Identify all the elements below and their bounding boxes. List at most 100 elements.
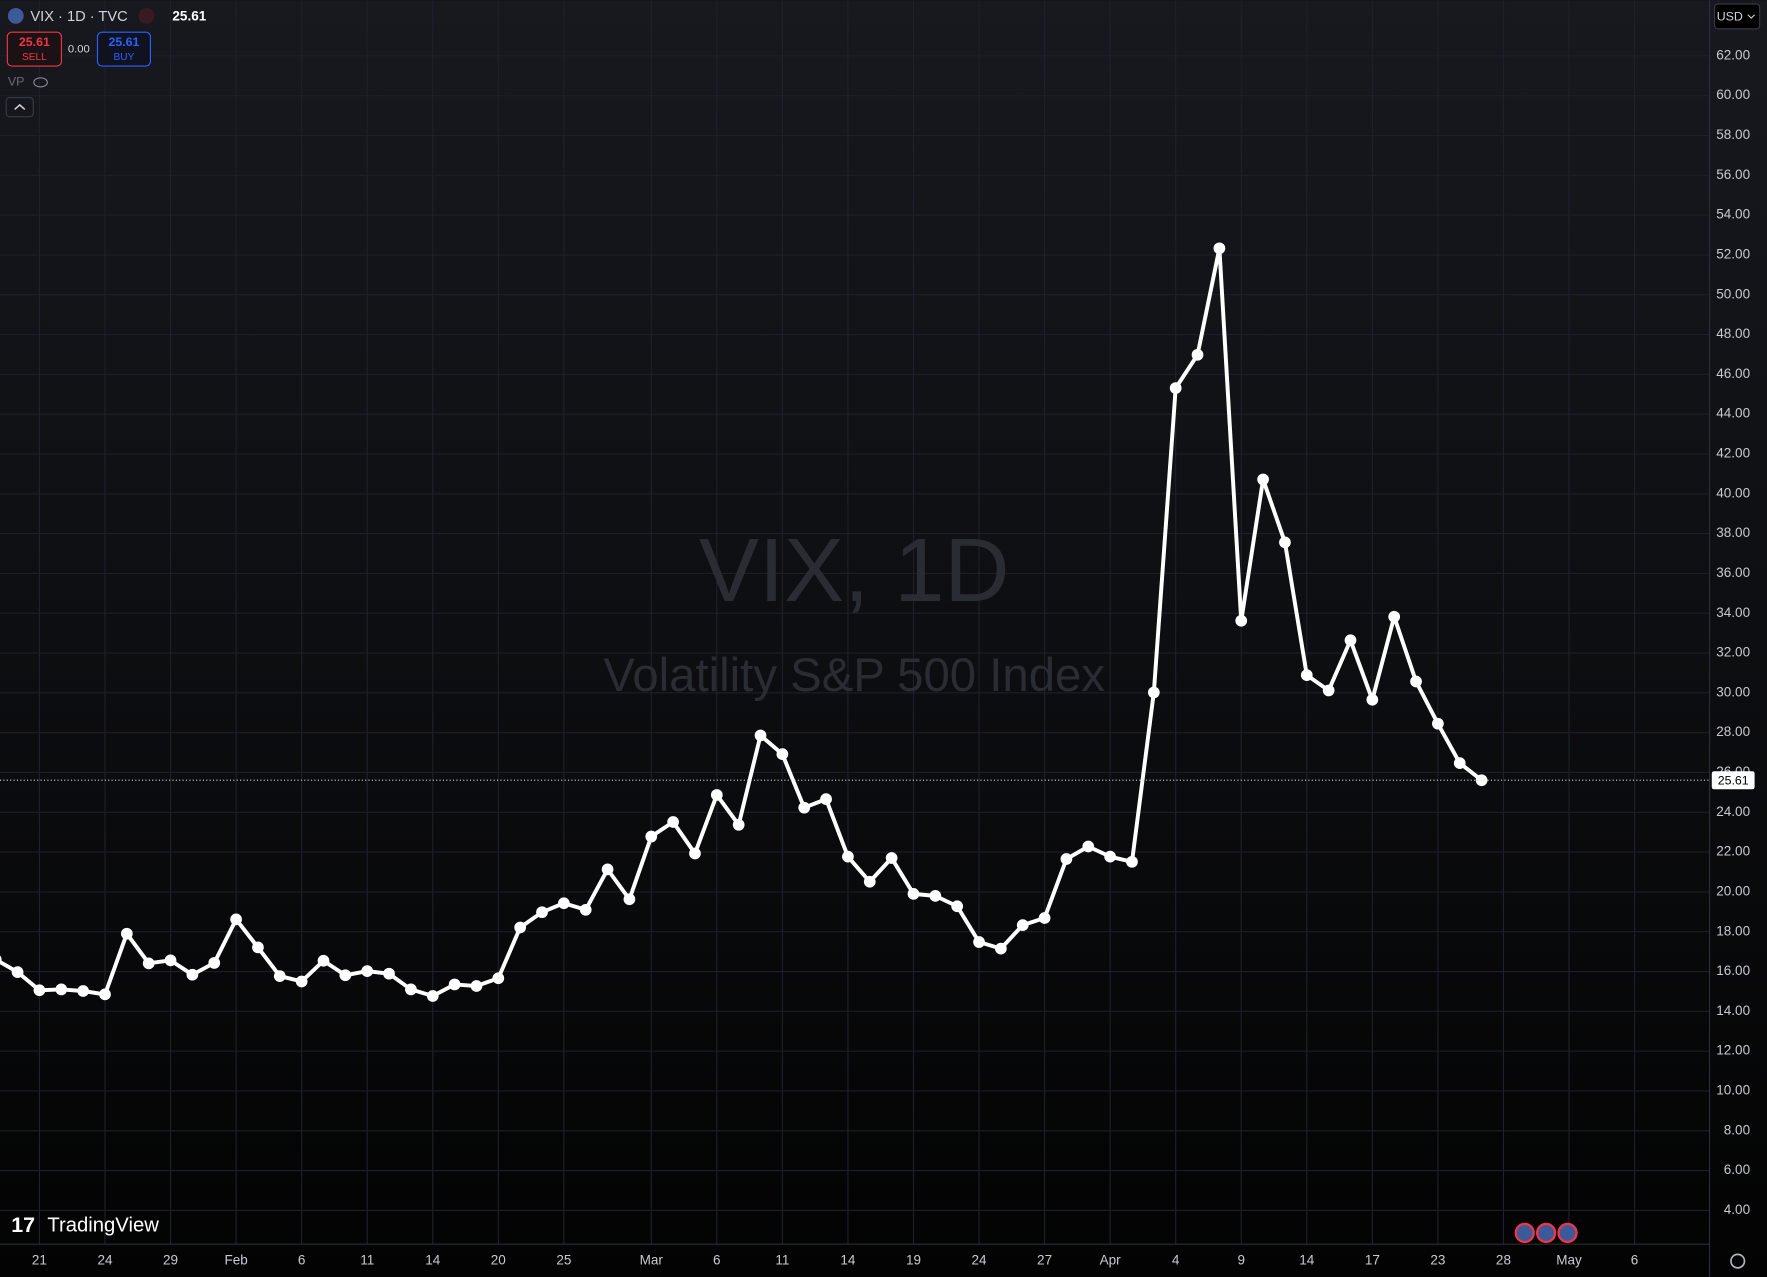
data-point xyxy=(1169,382,1182,394)
data-point xyxy=(689,847,701,860)
y-tick-label: 54.00 xyxy=(1716,207,1750,222)
brand-logo: 17 xyxy=(11,1213,35,1237)
data-point xyxy=(645,830,658,843)
x-tick-label: 4 xyxy=(1172,1253,1180,1268)
axes: 4.00 6.00 8.00 10.00 12.00 14.00 16.00 18.00 20.… xyxy=(32,47,1755,1268)
data-point xyxy=(1300,669,1313,681)
x-tick-label: 29 xyxy=(163,1253,178,1268)
x-tick-label: Feb xyxy=(224,1253,247,1268)
data-point xyxy=(579,903,592,916)
grid xyxy=(0,0,1710,1245)
data-point xyxy=(361,965,374,977)
data-point xyxy=(317,954,330,967)
data-point xyxy=(667,816,679,828)
x-tick-label: 6 xyxy=(1631,1253,1639,1268)
data-point xyxy=(77,985,90,997)
sell-label: SELL xyxy=(22,52,47,63)
data-point xyxy=(885,852,898,864)
data-point xyxy=(558,897,570,910)
data-point xyxy=(1060,853,1073,865)
buy-button[interactable] xyxy=(96,31,152,67)
data-point xyxy=(164,954,177,967)
y-tick-label: 12.00 xyxy=(1716,1043,1750,1058)
x-tick-label: 24 xyxy=(972,1253,988,1268)
currency: USD xyxy=(1717,9,1743,23)
y-tick-label: 34.00 xyxy=(1716,605,1750,620)
data-point xyxy=(995,942,1007,955)
last-price-label: 25.61 xyxy=(1718,774,1749,788)
flag-icon xyxy=(7,7,24,24)
x-tick-label: 24 xyxy=(97,1253,113,1268)
data-point xyxy=(0,955,2,964)
event-icon[interactable] xyxy=(1535,1222,1557,1244)
x-tick-label: 11 xyxy=(360,1253,374,1268)
data-point xyxy=(623,893,636,906)
buy-label: BUY xyxy=(114,52,135,63)
x-tick-label: 6 xyxy=(713,1253,721,1268)
data-point xyxy=(1344,634,1357,647)
data-point xyxy=(1213,242,1226,255)
y-tick-label: 42.00 xyxy=(1716,446,1750,461)
sell-button[interactable] xyxy=(6,31,62,67)
y-tick-label: 32.00 xyxy=(1716,645,1750,660)
x-tick-label: 19 xyxy=(906,1253,921,1268)
event-icon[interactable] xyxy=(1557,1222,1578,1244)
spread: 0.00 xyxy=(68,44,90,56)
y-tick-label: 36.00 xyxy=(1716,565,1750,580)
indicator-label: VP xyxy=(8,75,25,89)
x-tick-label: 21 xyxy=(32,1253,47,1268)
data-point xyxy=(951,900,964,913)
data-point xyxy=(470,980,483,992)
data-point xyxy=(776,748,789,760)
data-point xyxy=(120,927,133,940)
data-point xyxy=(1410,675,1422,688)
data-point xyxy=(1388,610,1401,623)
data-point xyxy=(1016,919,1029,931)
currency-button[interactable] xyxy=(1714,3,1761,30)
x-tick-label: 28 xyxy=(1496,1253,1511,1268)
y-tick-label: 16.00 xyxy=(1716,963,1750,978)
y-tick-label: 50.00 xyxy=(1716,286,1750,301)
x-tick-label: 23 xyxy=(1430,1253,1445,1268)
settings-icon[interactable] xyxy=(1730,1253,1746,1269)
event-icon[interactable] xyxy=(1514,1222,1535,1244)
x-tick-label: 20 xyxy=(491,1253,506,1268)
y-tick-label: 24.00 xyxy=(1716,804,1750,819)
x-tick-label: Mar xyxy=(640,1253,664,1268)
y-tick-label: 10.00 xyxy=(1716,1083,1750,1098)
y-tick-label: 6.00 xyxy=(1724,1162,1750,1177)
data-point xyxy=(1126,855,1138,868)
plot xyxy=(0,242,1710,1002)
data-point xyxy=(754,729,767,742)
data-point xyxy=(295,975,308,988)
data-point xyxy=(601,863,614,876)
y-tick-label: 58.00 xyxy=(1716,127,1750,142)
x-tick-label: 9 xyxy=(1237,1253,1245,1268)
collapse-button[interactable] xyxy=(5,97,34,118)
visibility-icon[interactable] xyxy=(33,77,48,88)
data-point xyxy=(1366,693,1379,706)
data-point xyxy=(230,913,242,926)
data-point xyxy=(1082,840,1095,853)
status-icon xyxy=(138,7,155,24)
x-tick-label: 27 xyxy=(1037,1253,1052,1268)
data-point xyxy=(33,984,46,997)
data-point xyxy=(1038,912,1051,924)
data-point xyxy=(273,970,286,982)
data-point xyxy=(1257,473,1269,486)
y-tick-label: 18.00 xyxy=(1716,923,1750,938)
data-point xyxy=(448,978,461,991)
y-tick-label: 62.00 xyxy=(1716,47,1750,62)
data-point xyxy=(55,983,68,996)
brand-name: TradingView xyxy=(47,1215,159,1237)
data-point xyxy=(907,888,920,900)
last-price-box xyxy=(1711,771,1755,790)
data-point xyxy=(1147,686,1160,699)
data-point xyxy=(252,941,264,954)
data-point xyxy=(929,890,942,902)
x-tick-label: 6 xyxy=(298,1253,306,1268)
data-point xyxy=(405,983,417,996)
data-point xyxy=(383,967,395,980)
y-tick-label: 44.00 xyxy=(1716,406,1750,421)
